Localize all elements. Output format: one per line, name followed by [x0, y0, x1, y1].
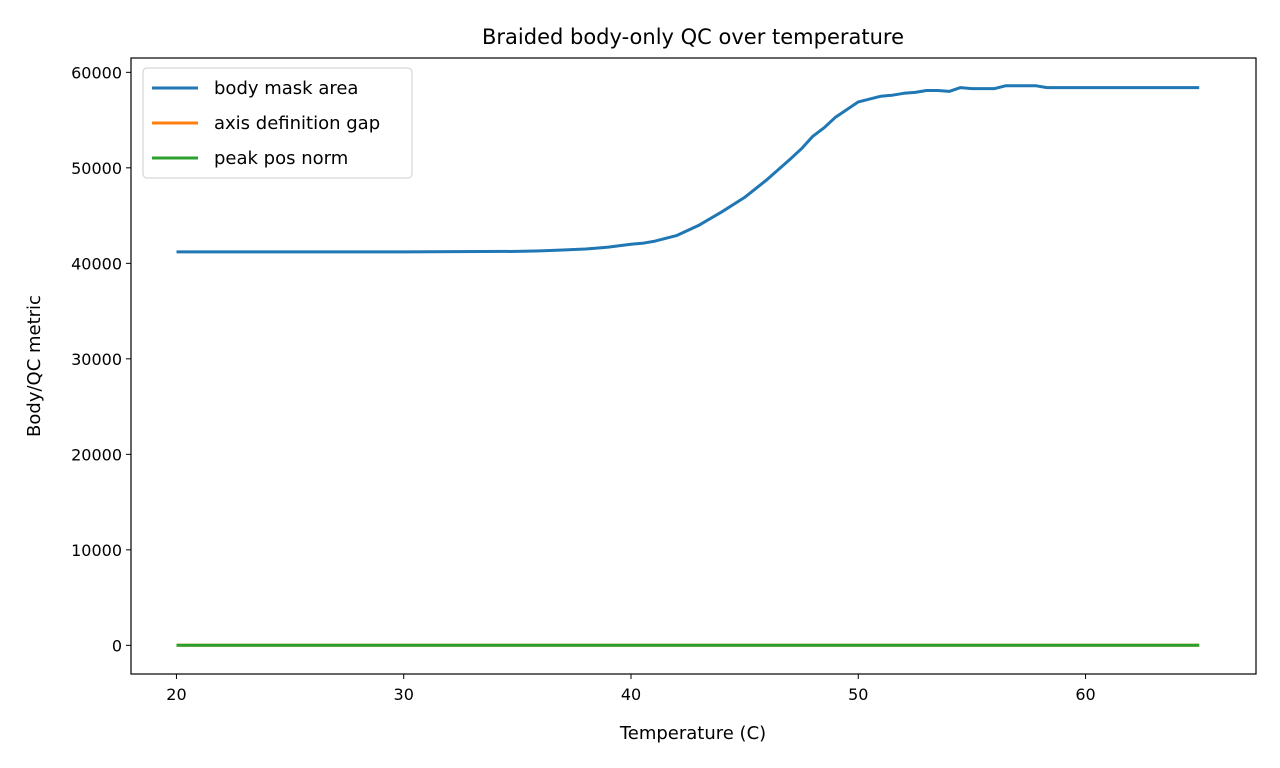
series-line-body-mask-area: [176, 84, 1200, 254]
x-tick-label: 20: [166, 685, 186, 704]
legend-label: body mask area: [214, 78, 358, 99]
legend-label: peak pos norm: [214, 148, 348, 169]
y-axis-label: Body/QC metric: [24, 295, 45, 437]
x-tick-label: 30: [394, 685, 414, 704]
plot-frame: [130, 57, 1257, 675]
legend-label: axis definition gap: [214, 113, 380, 134]
y-tick-label: 50000: [71, 159, 122, 178]
y-tick-label: 10000: [71, 541, 122, 560]
legend: body mask area axis definition gap peak po…: [142, 67, 413, 179]
chart-title: Braided body-only QC over temperature: [482, 25, 904, 49]
y-tick-label: 60000: [71, 63, 122, 82]
x-tick-label: 60: [1075, 685, 1095, 704]
y-tick-label: 40000: [71, 254, 122, 273]
y-tick-label: 20000: [71, 445, 122, 464]
x-tick-label: 50: [848, 685, 868, 704]
y-tick-label: 0: [112, 636, 122, 655]
x-tick-label: 40: [621, 685, 641, 704]
y-tick-label: 30000: [71, 350, 122, 369]
x-axis-label: Temperature (C): [619, 723, 766, 744]
